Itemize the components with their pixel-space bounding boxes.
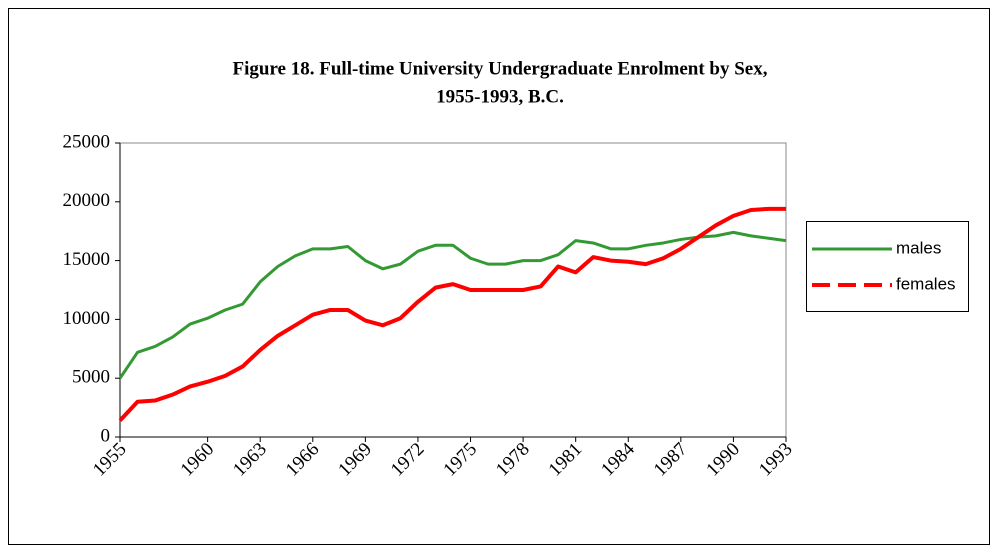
legend-label: males: [896, 238, 941, 257]
chart-subtitle: 1955-1993, B.C.: [436, 86, 564, 107]
y-tick-label: 15000: [63, 249, 111, 270]
plot-area: [119, 142, 787, 438]
y-tick-label: 10000: [63, 308, 111, 329]
series-line: [118, 206, 786, 422]
y-tick-label: 5000: [72, 367, 110, 388]
chart-title: Figure 18. Full-time University Undergra…: [233, 58, 768, 79]
series-line: [118, 230, 787, 380]
legend-label: females: [896, 274, 956, 293]
y-tick-label: 20000: [63, 190, 111, 211]
y-tick-label: 0: [101, 425, 111, 446]
y-tick-label: 25000: [63, 131, 111, 152]
legend-box: [806, 221, 969, 312]
